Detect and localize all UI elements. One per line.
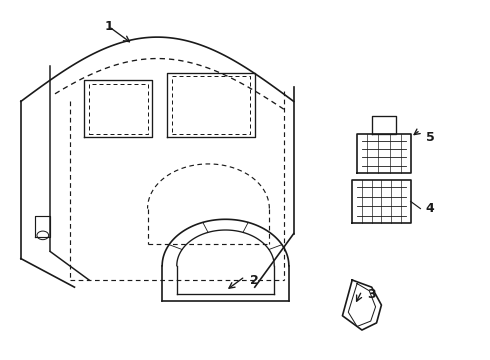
Text: 2: 2: [250, 274, 259, 287]
Text: 4: 4: [426, 202, 435, 215]
Text: 5: 5: [426, 131, 435, 144]
Text: 3: 3: [368, 288, 376, 301]
Text: 1: 1: [104, 20, 113, 33]
